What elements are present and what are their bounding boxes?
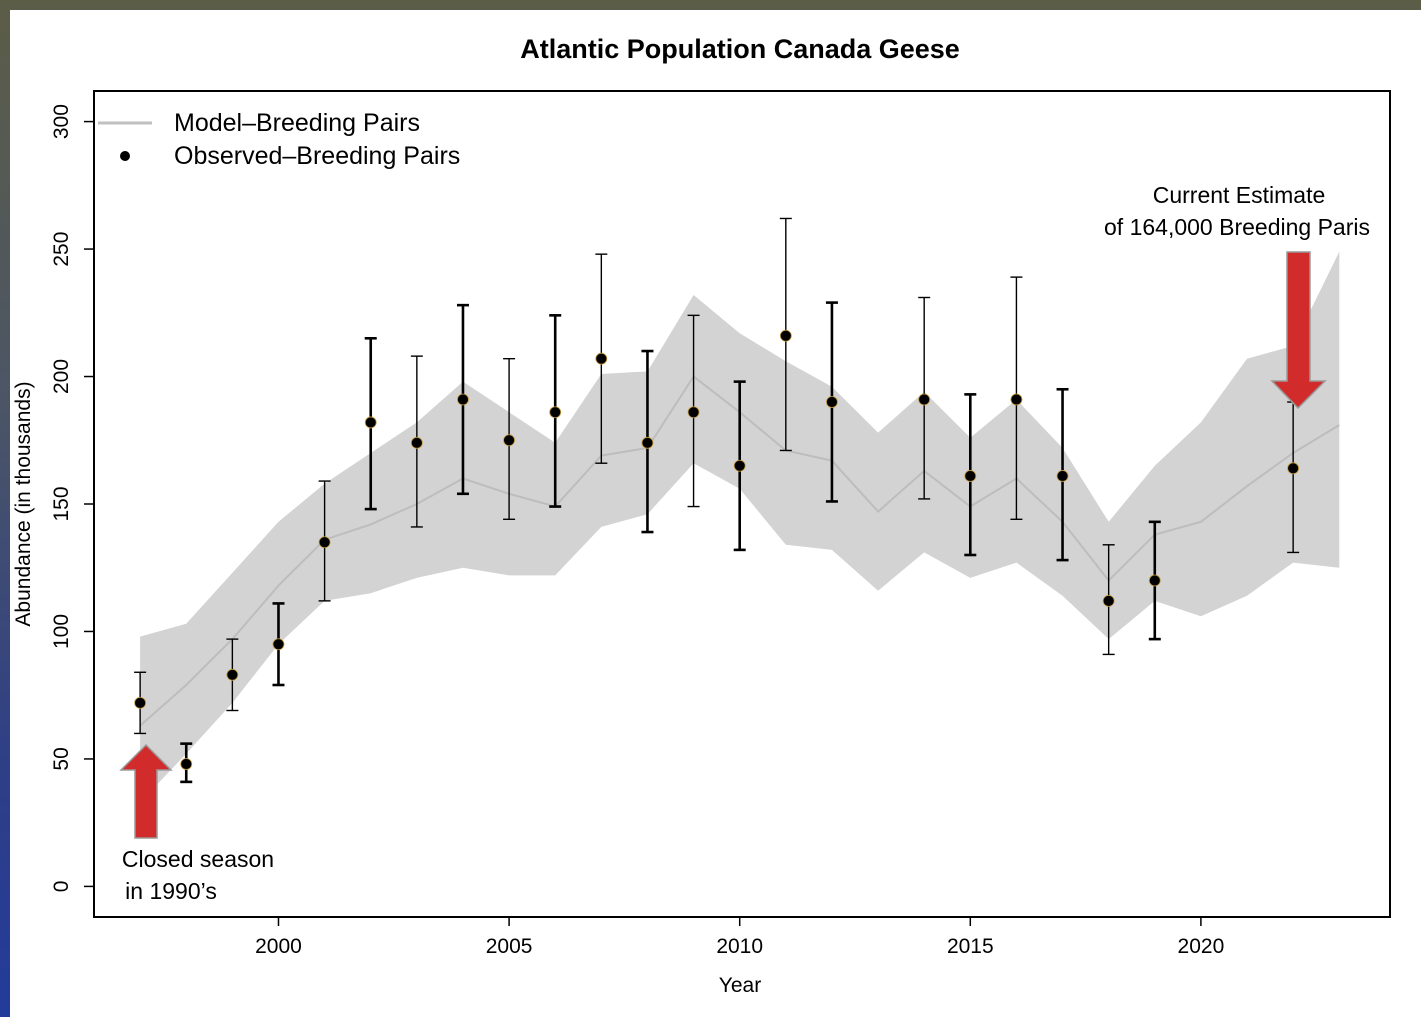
observed-point [410, 436, 423, 449]
observed-points-layer [134, 217, 1300, 784]
observed-point [503, 434, 515, 447]
observed-point [687, 406, 700, 419]
observed-point [1102, 594, 1115, 607]
annotation-current-line2: of 164,000 Breeding Paris [1104, 214, 1370, 240]
x-tick-label: 2020 [1178, 935, 1225, 958]
observed-point [1056, 470, 1069, 482]
observed-point [826, 396, 838, 408]
y-tick-label: 250 [50, 232, 73, 267]
x-axis-label: Year [719, 974, 761, 997]
y-tick-label: 200 [50, 359, 73, 394]
annotation-closed-season: Closed season in 1990’s [119, 743, 274, 904]
legend-label-model: Model–Breeding Pairs [174, 109, 420, 137]
y-tick-label: 0 [50, 881, 73, 893]
annotation-current-estimate: Current Estimate of 164,000 Breeding Par… [1104, 182, 1370, 410]
legend-point-swatch [120, 151, 130, 161]
chart-title: Atlantic Population Canada Geese [520, 34, 960, 64]
x-tick-label: 2015 [947, 935, 994, 958]
observed-point [180, 758, 193, 770]
observed-point [318, 536, 331, 549]
observed-point [1287, 462, 1300, 475]
observed-point [1010, 393, 1023, 406]
y-tick-label: 150 [50, 486, 73, 521]
observed-point [733, 459, 746, 472]
observed-point [1148, 574, 1161, 587]
observed-point [134, 696, 147, 709]
y-axis-label: Abundance (in thousands) [12, 381, 35, 626]
observed-point [918, 393, 931, 406]
y-tick-label: 100 [50, 614, 73, 649]
legend: Model–Breeding Pairs Observed–Breeding P… [98, 109, 460, 170]
observed-point [549, 406, 562, 419]
model-confidence-band [140, 251, 1340, 803]
observed-point [226, 668, 239, 681]
confidence-band-layer [140, 251, 1340, 803]
annotation-current-line1: Current Estimate [1153, 182, 1326, 208]
y-tick-label: 50 [50, 747, 73, 770]
y-tick-label: 300 [50, 104, 73, 139]
x-tick-label: 2000 [255, 935, 302, 958]
x-tick-label: 2010 [716, 935, 763, 958]
observed-point [641, 436, 654, 449]
annotation-closed-line2: in 1990’s [125, 878, 217, 904]
down-arrow-icon [1270, 251, 1327, 410]
axes-layer: 2000 2005 2010 2015 2020 0 50 100 150 200 250 300 [50, 104, 1224, 958]
observed-point [364, 416, 377, 429]
legend-label-observed: Observed–Breeding Pairs [174, 142, 460, 170]
observed-point [457, 393, 469, 406]
observed-point [272, 638, 285, 651]
observed-point [595, 352, 608, 365]
x-tick-label: 2005 [486, 935, 533, 958]
observed-point [964, 470, 977, 482]
up-arrow-icon [119, 743, 173, 839]
observed-point [779, 329, 792, 342]
annotation-closed-line1: Closed season [122, 846, 274, 872]
